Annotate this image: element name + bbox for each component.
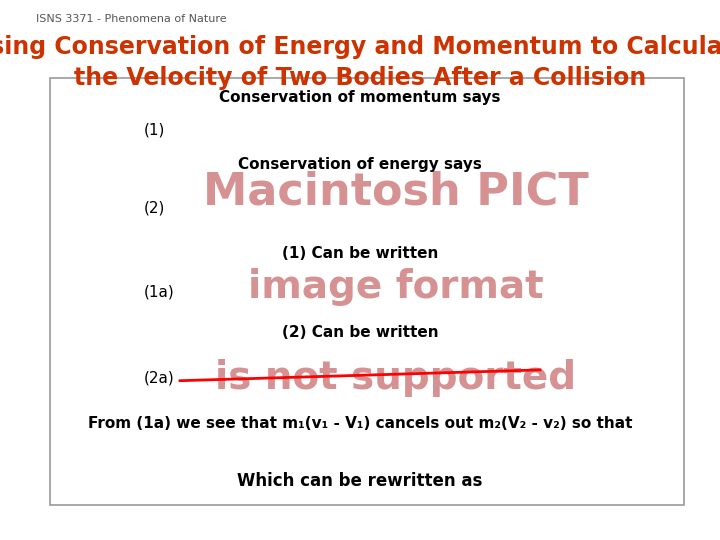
- Text: Macintosh PICT: Macintosh PICT: [203, 170, 589, 213]
- Text: Conservation of momentum says: Conservation of momentum says: [220, 90, 500, 105]
- Text: ISNS 3371 - Phenomena of Nature: ISNS 3371 - Phenomena of Nature: [36, 14, 227, 24]
- Text: is not supported: is not supported: [215, 359, 577, 397]
- Text: Using Conservation of Energy and Momentum to Calculate: Using Conservation of Energy and Momentu…: [0, 35, 720, 59]
- Text: (2): (2): [144, 200, 166, 215]
- Text: (1) Can be written: (1) Can be written: [282, 246, 438, 261]
- Text: image format: image format: [248, 268, 544, 306]
- Text: the Velocity of Two Bodies After a Collision: the Velocity of Two Bodies After a Colli…: [74, 66, 646, 90]
- Text: (2) Can be written: (2) Can be written: [282, 325, 438, 340]
- Text: (2a): (2a): [144, 370, 175, 386]
- Text: (1): (1): [144, 122, 166, 137]
- Text: From (1a) we see that m₁(v₁ - V₁) cancels out m₂(V₂ - v₂) so that: From (1a) we see that m₁(v₁ - V₁) cancel…: [88, 416, 632, 431]
- Bar: [50, 78, 684, 505]
- Text: Which can be rewritten as: Which can be rewritten as: [238, 471, 482, 490]
- Text: Conservation of energy says: Conservation of energy says: [238, 157, 482, 172]
- Text: (1a): (1a): [144, 284, 175, 299]
